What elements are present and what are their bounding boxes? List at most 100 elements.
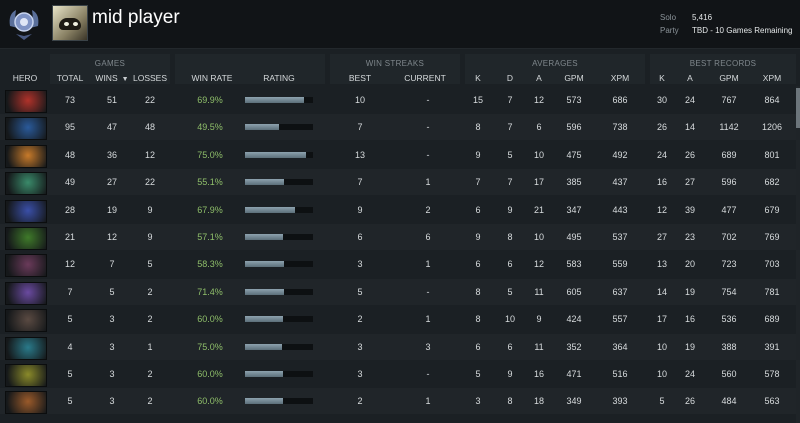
- cell-xpm: 686: [612, 95, 628, 105]
- cell-best-a: 23: [684, 232, 695, 242]
- cell-best-gpm: 596: [721, 177, 737, 188]
- hero-5-icon[interactable]: [5, 199, 47, 223]
- cell-losses: 2: [147, 396, 153, 407]
- cell-gpm: 424: [566, 314, 582, 325]
- hero-6-icon[interactable]: [5, 227, 47, 250]
- cell-wins: 5: [109, 286, 115, 297]
- col-avg-xpm[interactable]: XPM: [610, 73, 630, 83]
- solo-value: 5,416: [692, 13, 713, 22]
- table-row[interactable]: 4 3 1 75.0% 3 3 6 6 11 352 364 10 19 388 391: [0, 334, 796, 360]
- table-row[interactable]: 28 19 9 67.9% 9 2 6 9 21 347 443 12 39 477 679: [0, 197, 796, 223]
- cell-current: 1: [425, 314, 431, 325]
- hero-1-icon[interactable]: [5, 90, 47, 113]
- cell-total: 95: [64, 122, 75, 133]
- col-best-xpm[interactable]: XPM: [762, 73, 782, 83]
- party-label: Party: [660, 26, 679, 35]
- cell-wins: 3: [109, 341, 115, 352]
- cell-current: 6: [425, 232, 431, 242]
- cell-current: 1: [425, 259, 431, 270]
- cell-d: 9: [507, 204, 513, 215]
- col-win-rate[interactable]: WIN RATE: [191, 73, 233, 83]
- cell-best-gpm: 754: [721, 286, 737, 297]
- col-hero[interactable]: HERO: [12, 73, 38, 83]
- col-avg-k[interactable]: K: [475, 73, 481, 83]
- cell-xpm: 516: [612, 369, 628, 379]
- rating-bar-fill: [245, 124, 279, 131]
- cell-win-rate: 71.4%: [197, 286, 223, 297]
- cell-xpm: 443: [612, 204, 628, 215]
- hero-2-icon[interactable]: [5, 117, 47, 141]
- party-value: TBD - 10 Games Remaining: [692, 26, 793, 35]
- cell-losses: 5: [147, 259, 153, 270]
- cell-losses: 9: [147, 232, 153, 242]
- col-streak-current[interactable]: CURRENT: [404, 73, 446, 83]
- table-row[interactable]: 5 3 2 60.0% 3 - 5 9 16 471 516 10 24 560 578: [0, 361, 796, 387]
- rating-bar-fill: [245, 97, 305, 103]
- cell-d: 6: [507, 259, 513, 270]
- table-row[interactable]: 5 3 2 60.0% 2 1 8 10 9 424 557 17 16 536 689: [0, 306, 796, 333]
- table-row[interactable]: 5 3 2 60.0% 2 1 3 8 18 349 393 5 26 484 563: [0, 388, 796, 415]
- col-losses[interactable]: LOSSES: [132, 73, 168, 83]
- cell-losses: 2: [147, 369, 153, 379]
- table-row[interactable]: 12 7 5 58.3% 3 1 6 6 12 583 559 13 20 723 703: [0, 251, 796, 278]
- player-name: mid player: [92, 7, 180, 28]
- cell-current: 3: [425, 341, 431, 352]
- cell-best-gpm: 388: [721, 341, 737, 352]
- hero-3-icon[interactable]: [5, 144, 47, 168]
- cell-d: 8: [507, 232, 513, 242]
- table-row[interactable]: 49 27 22 55.1% 7 1 7 7 17 385 437 16 27 596 682: [0, 169, 796, 196]
- cell-best-gpm: 702: [721, 232, 737, 242]
- cell-best-gpm: 560: [721, 369, 737, 379]
- hero-4-icon[interactable]: [5, 172, 47, 196]
- cell-total: 21: [64, 232, 75, 242]
- col-total[interactable]: TOTAL: [56, 73, 84, 83]
- cell-best: 13: [354, 149, 365, 160]
- cell-best: 3: [357, 369, 363, 379]
- cell-xpm: 537: [612, 232, 628, 242]
- hero-9-icon[interactable]: [5, 309, 47, 333]
- cell-a: 18: [533, 396, 544, 407]
- table-row[interactable]: 21 12 9 57.1% 6 6 9 8 10 495 537 27 23 702 769: [0, 224, 796, 250]
- col-avg-a[interactable]: A: [536, 73, 542, 83]
- cell-d: 7: [507, 177, 513, 188]
- rank-medal-icon: [9, 10, 39, 40]
- cell-a: 10: [533, 149, 544, 160]
- cell-best-k: 10: [656, 369, 667, 379]
- cell-best-xpm: 801: [764, 149, 780, 160]
- table-row[interactable]: 95 47 48 49.5% 7 - 8 7 6 596 738 26 14 1142 1206: [0, 114, 796, 141]
- table-row[interactable]: 48 36 12 75.0% 13 - 9 5 10 475 492 24 26 689 801: [0, 142, 796, 168]
- avatar-figure: [59, 18, 81, 30]
- hero-7-icon[interactable]: [5, 254, 47, 278]
- col-best-gpm[interactable]: GPM: [719, 73, 739, 83]
- hero-11-icon[interactable]: [5, 364, 47, 387]
- hero-12-icon[interactable]: [5, 391, 47, 415]
- scrollbar[interactable]: [796, 86, 800, 423]
- player-avatar[interactable]: [52, 5, 88, 41]
- col-avg-gpm[interactable]: GPM: [564, 73, 584, 83]
- cell-win-rate: 49.5%: [197, 122, 223, 133]
- table-row[interactable]: 73 51 22 69.9% 10 - 15 7 12 573 686 30 24 767 864: [0, 87, 796, 113]
- rating-bar: [245, 124, 313, 131]
- hero-8-icon[interactable]: [5, 281, 47, 305]
- hero-10-icon[interactable]: [5, 336, 47, 360]
- cell-best-a: 19: [684, 286, 695, 297]
- rating-bar: [245, 97, 313, 103]
- col-streak-best[interactable]: BEST: [348, 73, 372, 83]
- col-wins[interactable]: WINS ▼: [88, 73, 136, 83]
- col-avg-d[interactable]: D: [506, 73, 514, 83]
- cell-best-xpm: 563: [764, 396, 780, 407]
- cell-k: 3: [475, 396, 481, 407]
- col-best-k[interactable]: K: [659, 73, 665, 83]
- col-rating[interactable]: RATING: [263, 73, 295, 83]
- cell-wins: 36: [106, 149, 117, 160]
- rating-group: [175, 54, 325, 84]
- col-best-a[interactable]: A: [687, 73, 693, 83]
- cell-wins: 12: [106, 232, 117, 242]
- averages-group-title: AVERAGES: [532, 59, 578, 68]
- cell-best-a: 14: [684, 122, 695, 133]
- cell-d: 10: [504, 314, 515, 325]
- cell-wins: 19: [106, 204, 117, 215]
- table-row[interactable]: 7 5 2 71.4% 5 - 8 5 11 605 637 14 19 754 781: [0, 279, 796, 305]
- rating-bar: [245, 398, 313, 405]
- scrollbar-thumb[interactable]: [796, 88, 800, 128]
